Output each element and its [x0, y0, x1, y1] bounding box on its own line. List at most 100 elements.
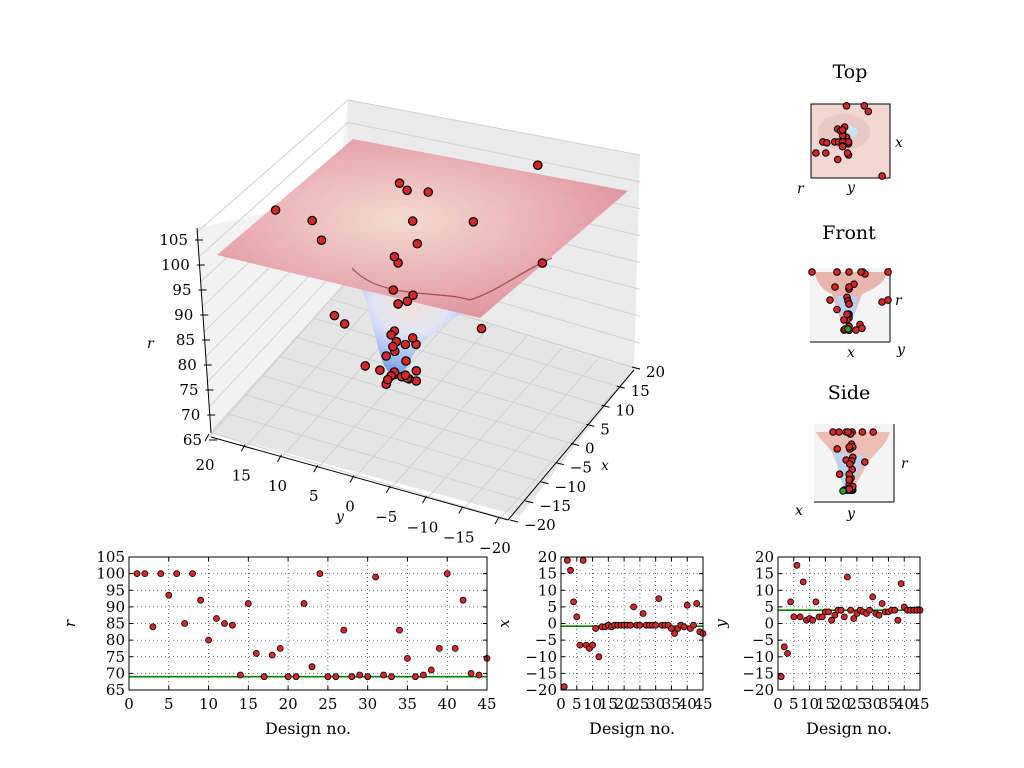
design-point — [133, 570, 141, 577]
surface-point — [408, 290, 418, 300]
x-tick-label: 25 — [847, 695, 866, 713]
design-point — [396, 626, 403, 634]
front-view-point — [884, 296, 892, 304]
y-axis-line — [210, 436, 509, 521]
view-side: Side r y x — [795, 382, 909, 522]
view-side-title: Side — [828, 382, 871, 404]
design-point — [563, 556, 571, 564]
surface-point — [402, 185, 412, 196]
y-tick-label: 65 — [106, 681, 125, 699]
design-point — [680, 623, 688, 631]
surface-point — [270, 205, 281, 215]
pane-floor — [211, 280, 634, 516]
side-view-point — [845, 476, 854, 484]
y-tick-label: −5 — [752, 631, 774, 649]
design-point — [157, 570, 165, 577]
y-tick-label: −20 — [525, 681, 557, 699]
side-view-point — [846, 460, 854, 468]
design-point — [652, 621, 660, 629]
design-point — [891, 606, 899, 614]
x-axis-label: x — [601, 458, 609, 474]
z-tick-label: 95 — [172, 281, 191, 299]
view-side-ax2: y — [846, 506, 856, 522]
design-point — [141, 570, 149, 577]
design-point — [655, 595, 663, 602]
front-view-point — [857, 268, 865, 276]
y-history-plot: 0 5 101520253035404520151050−5−10−15−20Des… — [712, 548, 930, 738]
x-tick-label: 10 — [199, 695, 218, 713]
front-view-point — [826, 296, 834, 304]
side-view-point — [835, 470, 844, 479]
surface-point — [389, 251, 400, 262]
surface-point — [339, 319, 350, 329]
x-tick-label: 25 — [318, 695, 337, 713]
y-tick-label: 90 — [106, 598, 125, 616]
y-tick-label: −15 — [525, 664, 557, 682]
design-point — [828, 616, 835, 624]
design-point — [419, 671, 427, 679]
x-tick-label: 10 — [616, 401, 635, 419]
x-tick-label: 35 — [398, 695, 417, 713]
surface-basin — [352, 268, 470, 375]
design-point — [459, 596, 467, 604]
surface-point — [402, 296, 413, 307]
surface-point — [393, 299, 403, 309]
x-tick-label: 25 — [630, 695, 649, 713]
design-point — [149, 623, 157, 631]
design-point — [165, 591, 173, 599]
x-tick-label: 45 — [477, 695, 496, 713]
y-axis-label: y — [712, 619, 730, 629]
view-front-ax3: y — [896, 342, 906, 358]
design-point — [894, 616, 902, 624]
y-tick-label: 0 — [764, 615, 774, 633]
x-tick-label: 15 — [599, 695, 618, 713]
z-axis-line — [196, 227, 212, 434]
design-point — [181, 620, 189, 627]
x-tick-label: 30 — [646, 695, 665, 713]
top-view-point — [878, 172, 886, 180]
design-point — [268, 651, 276, 659]
design-point — [790, 613, 798, 621]
design-point — [435, 645, 443, 652]
surface-point — [401, 356, 411, 366]
side-view-point — [845, 443, 854, 451]
view-top-title: Top — [833, 61, 868, 83]
design-point — [693, 600, 701, 607]
design-point — [831, 611, 839, 619]
design-point — [844, 573, 851, 581]
x-tick-label: 0 — [124, 695, 134, 713]
y-tick-label: −10 — [742, 648, 774, 666]
z-tick-label: 85 — [176, 331, 195, 349]
x-tick-label: 5 — [600, 420, 610, 438]
design-point — [356, 671, 364, 679]
y-tick-label: 10 — [268, 477, 287, 495]
view-side-ax3: x — [795, 503, 803, 519]
design-point — [443, 570, 451, 577]
z-tick-label: 70 — [181, 406, 200, 424]
design-point — [639, 610, 647, 617]
side-view-point — [833, 445, 842, 453]
design-point — [411, 673, 419, 681]
y-tick-label: 100 — [96, 565, 125, 583]
y-tick-label: 75 — [106, 648, 125, 666]
surface-point — [411, 365, 422, 376]
design-point — [866, 606, 873, 614]
design-point — [875, 611, 883, 619]
surface-point — [388, 285, 399, 295]
design-point — [380, 671, 388, 679]
y-tick-label: 20 — [195, 456, 214, 474]
x-tick-label: 40 — [438, 695, 457, 713]
view-top-ax3: r — [797, 181, 805, 197]
surface-point — [394, 178, 405, 188]
design-point — [364, 673, 372, 681]
top-view-point — [838, 126, 847, 134]
design-point — [595, 653, 603, 661]
design-point — [784, 650, 791, 657]
design-point — [316, 570, 324, 577]
design-point — [690, 621, 697, 629]
design-point — [292, 673, 300, 681]
y-tick-label: 70 — [106, 664, 125, 682]
design-point — [173, 570, 181, 577]
x-tick-label: −20 — [524, 516, 556, 534]
